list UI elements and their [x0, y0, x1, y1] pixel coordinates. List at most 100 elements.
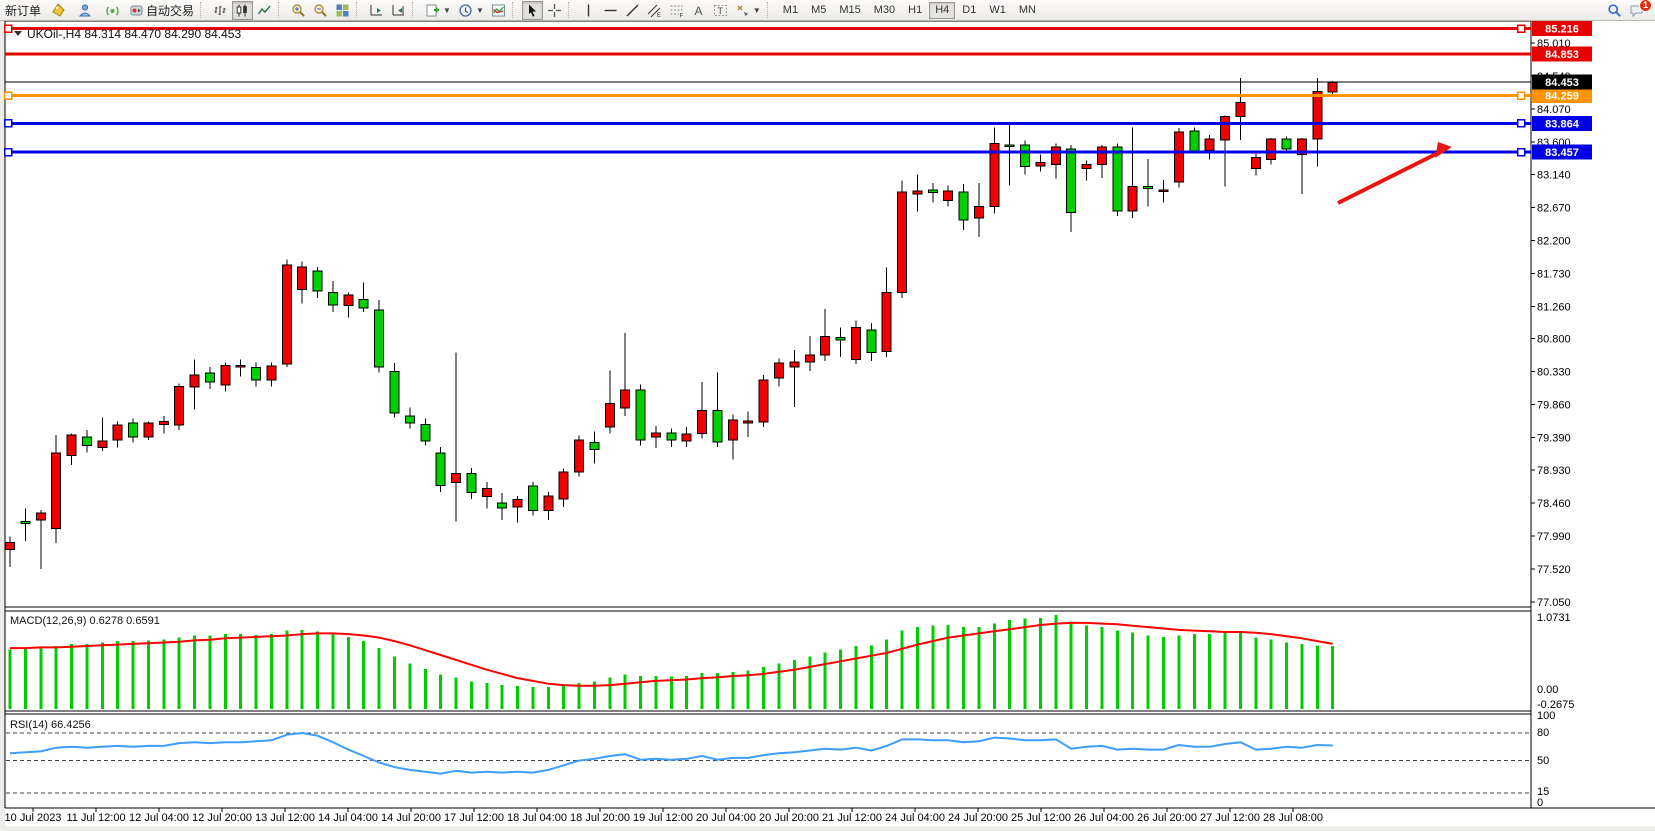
crosshair-button[interactable] [544, 1, 565, 20]
candle [589, 431, 600, 464]
autotrading-button[interactable]: 自动交易 [126, 1, 197, 20]
rsi-axis-label: 80 [1537, 727, 1549, 739]
candle [620, 333, 631, 416]
candle [266, 362, 277, 387]
text-button[interactable]: A [688, 1, 709, 20]
timeframe-button-h1[interactable]: H1 [902, 2, 928, 19]
line-chart-button[interactable] [254, 1, 275, 20]
candle [850, 320, 861, 364]
trend-arrow-head[interactable] [1435, 142, 1452, 158]
candle [604, 370, 615, 434]
rsi-axis-label: 100 [1537, 710, 1555, 722]
macd-bar [1331, 645, 1335, 709]
candle [774, 358, 784, 387]
candlestick-chart-button[interactable] [232, 0, 254, 20]
trendline-button[interactable] [622, 1, 643, 20]
macd-bar [1208, 634, 1212, 709]
candle-body [912, 190, 923, 195]
time-label: 11 Jul 12:00 [66, 812, 125, 824]
cursor-button[interactable] [521, 0, 543, 20]
macd-bar [623, 674, 627, 709]
timeframe-button-m30[interactable]: M30 [868, 2, 901, 19]
price-tick-label: 84.070 [1537, 104, 1571, 116]
time-label: 14 Jul 04:00 [318, 812, 378, 824]
auto-scroll-button[interactable] [366, 1, 387, 20]
candle [297, 261, 308, 304]
macd-bar [208, 635, 212, 709]
arrows-button[interactable]: ▼ [732, 1, 764, 20]
equidistant-channel-button[interactable]: E [644, 1, 665, 20]
price-tick-label: 81.260 [1537, 301, 1571, 313]
market-icon[interactable] [45, 0, 71, 21]
fibonacci-button[interactable]: F [666, 1, 687, 20]
signals-icon[interactable] [99, 0, 125, 21]
candle-body [1112, 146, 1123, 212]
candle-body [727, 419, 738, 441]
macd-bar [792, 659, 796, 709]
candle [727, 414, 738, 460]
line-handle[interactable] [1516, 147, 1526, 157]
candle [712, 372, 723, 447]
line-handle[interactable] [3, 119, 13, 128]
candle [404, 407, 415, 429]
line-handle[interactable] [1516, 24, 1526, 33]
time-label: 27 Jul 12:00 [1200, 812, 1260, 824]
timeframe-button-w1[interactable]: W1 [983, 2, 1012, 19]
timeframe-button-m15[interactable]: M15 [833, 2, 866, 19]
timeframe-button-mn[interactable]: MN [1013, 2, 1042, 19]
macd-bar [54, 645, 58, 709]
profiles-button[interactable]: ▼ [455, 1, 487, 20]
indicators-button[interactable] [488, 1, 509, 20]
macd-bar [715, 673, 719, 709]
chevron-down-icon: ▼ [475, 5, 484, 15]
candle-body [1127, 185, 1138, 212]
timeframe-button-m1[interactable]: M1 [777, 2, 804, 19]
candle-body [666, 432, 677, 441]
price-badge: 83.864 [1532, 115, 1592, 131]
timeframe-button-m5[interactable]: M5 [805, 2, 832, 19]
zoom-in-button[interactable] [288, 1, 309, 20]
trend-arrow[interactable] [1337, 150, 1441, 205]
horizontal-line-button[interactable] [600, 1, 621, 20]
separator [412, 2, 419, 18]
candle [466, 467, 477, 499]
macd-bar [685, 676, 689, 709]
separator [356, 2, 363, 18]
search-button[interactable] [1604, 1, 1625, 20]
macd-bar [869, 645, 873, 709]
candle-body [66, 434, 77, 456]
zoom-out-button[interactable] [310, 1, 331, 20]
line-handle[interactable] [1516, 91, 1526, 100]
candle-body [1173, 131, 1184, 183]
line-handle[interactable] [3, 24, 13, 33]
tile-windows-button[interactable] [332, 1, 353, 20]
candle-body [789, 361, 800, 368]
new-chart-button[interactable]: ▼ [422, 1, 454, 20]
candle-body [620, 389, 631, 409]
macd-bar [639, 676, 643, 709]
text-label-button[interactable]: T [710, 1, 731, 20]
new-order-button[interactable]: 新订单 [2, 1, 44, 20]
community-icon[interactable] [72, 0, 98, 21]
macd-bar [608, 677, 612, 709]
macd-bar [223, 634, 227, 709]
bar-chart-button[interactable] [210, 1, 231, 20]
candle [1127, 127, 1138, 218]
timeframe-button-d1[interactable]: D1 [956, 2, 982, 19]
timeframe-button-h4[interactable]: H4 [929, 1, 956, 19]
candle-body [1250, 156, 1261, 170]
candle-body [712, 409, 723, 443]
candle-body [850, 326, 861, 361]
line-handle[interactable] [3, 91, 13, 100]
line-handle[interactable] [1516, 119, 1526, 128]
price-tick-label: 78.460 [1537, 498, 1571, 510]
symbol-dropdown-icon[interactable] [14, 31, 22, 36]
line-handle[interactable] [3, 147, 13, 157]
vertical-line-button[interactable] [578, 1, 599, 20]
chart-shift-button[interactable] [388, 1, 409, 20]
candle [1158, 179, 1169, 203]
macd-bar [1131, 632, 1135, 709]
candle [204, 366, 215, 390]
candle [251, 362, 262, 387]
